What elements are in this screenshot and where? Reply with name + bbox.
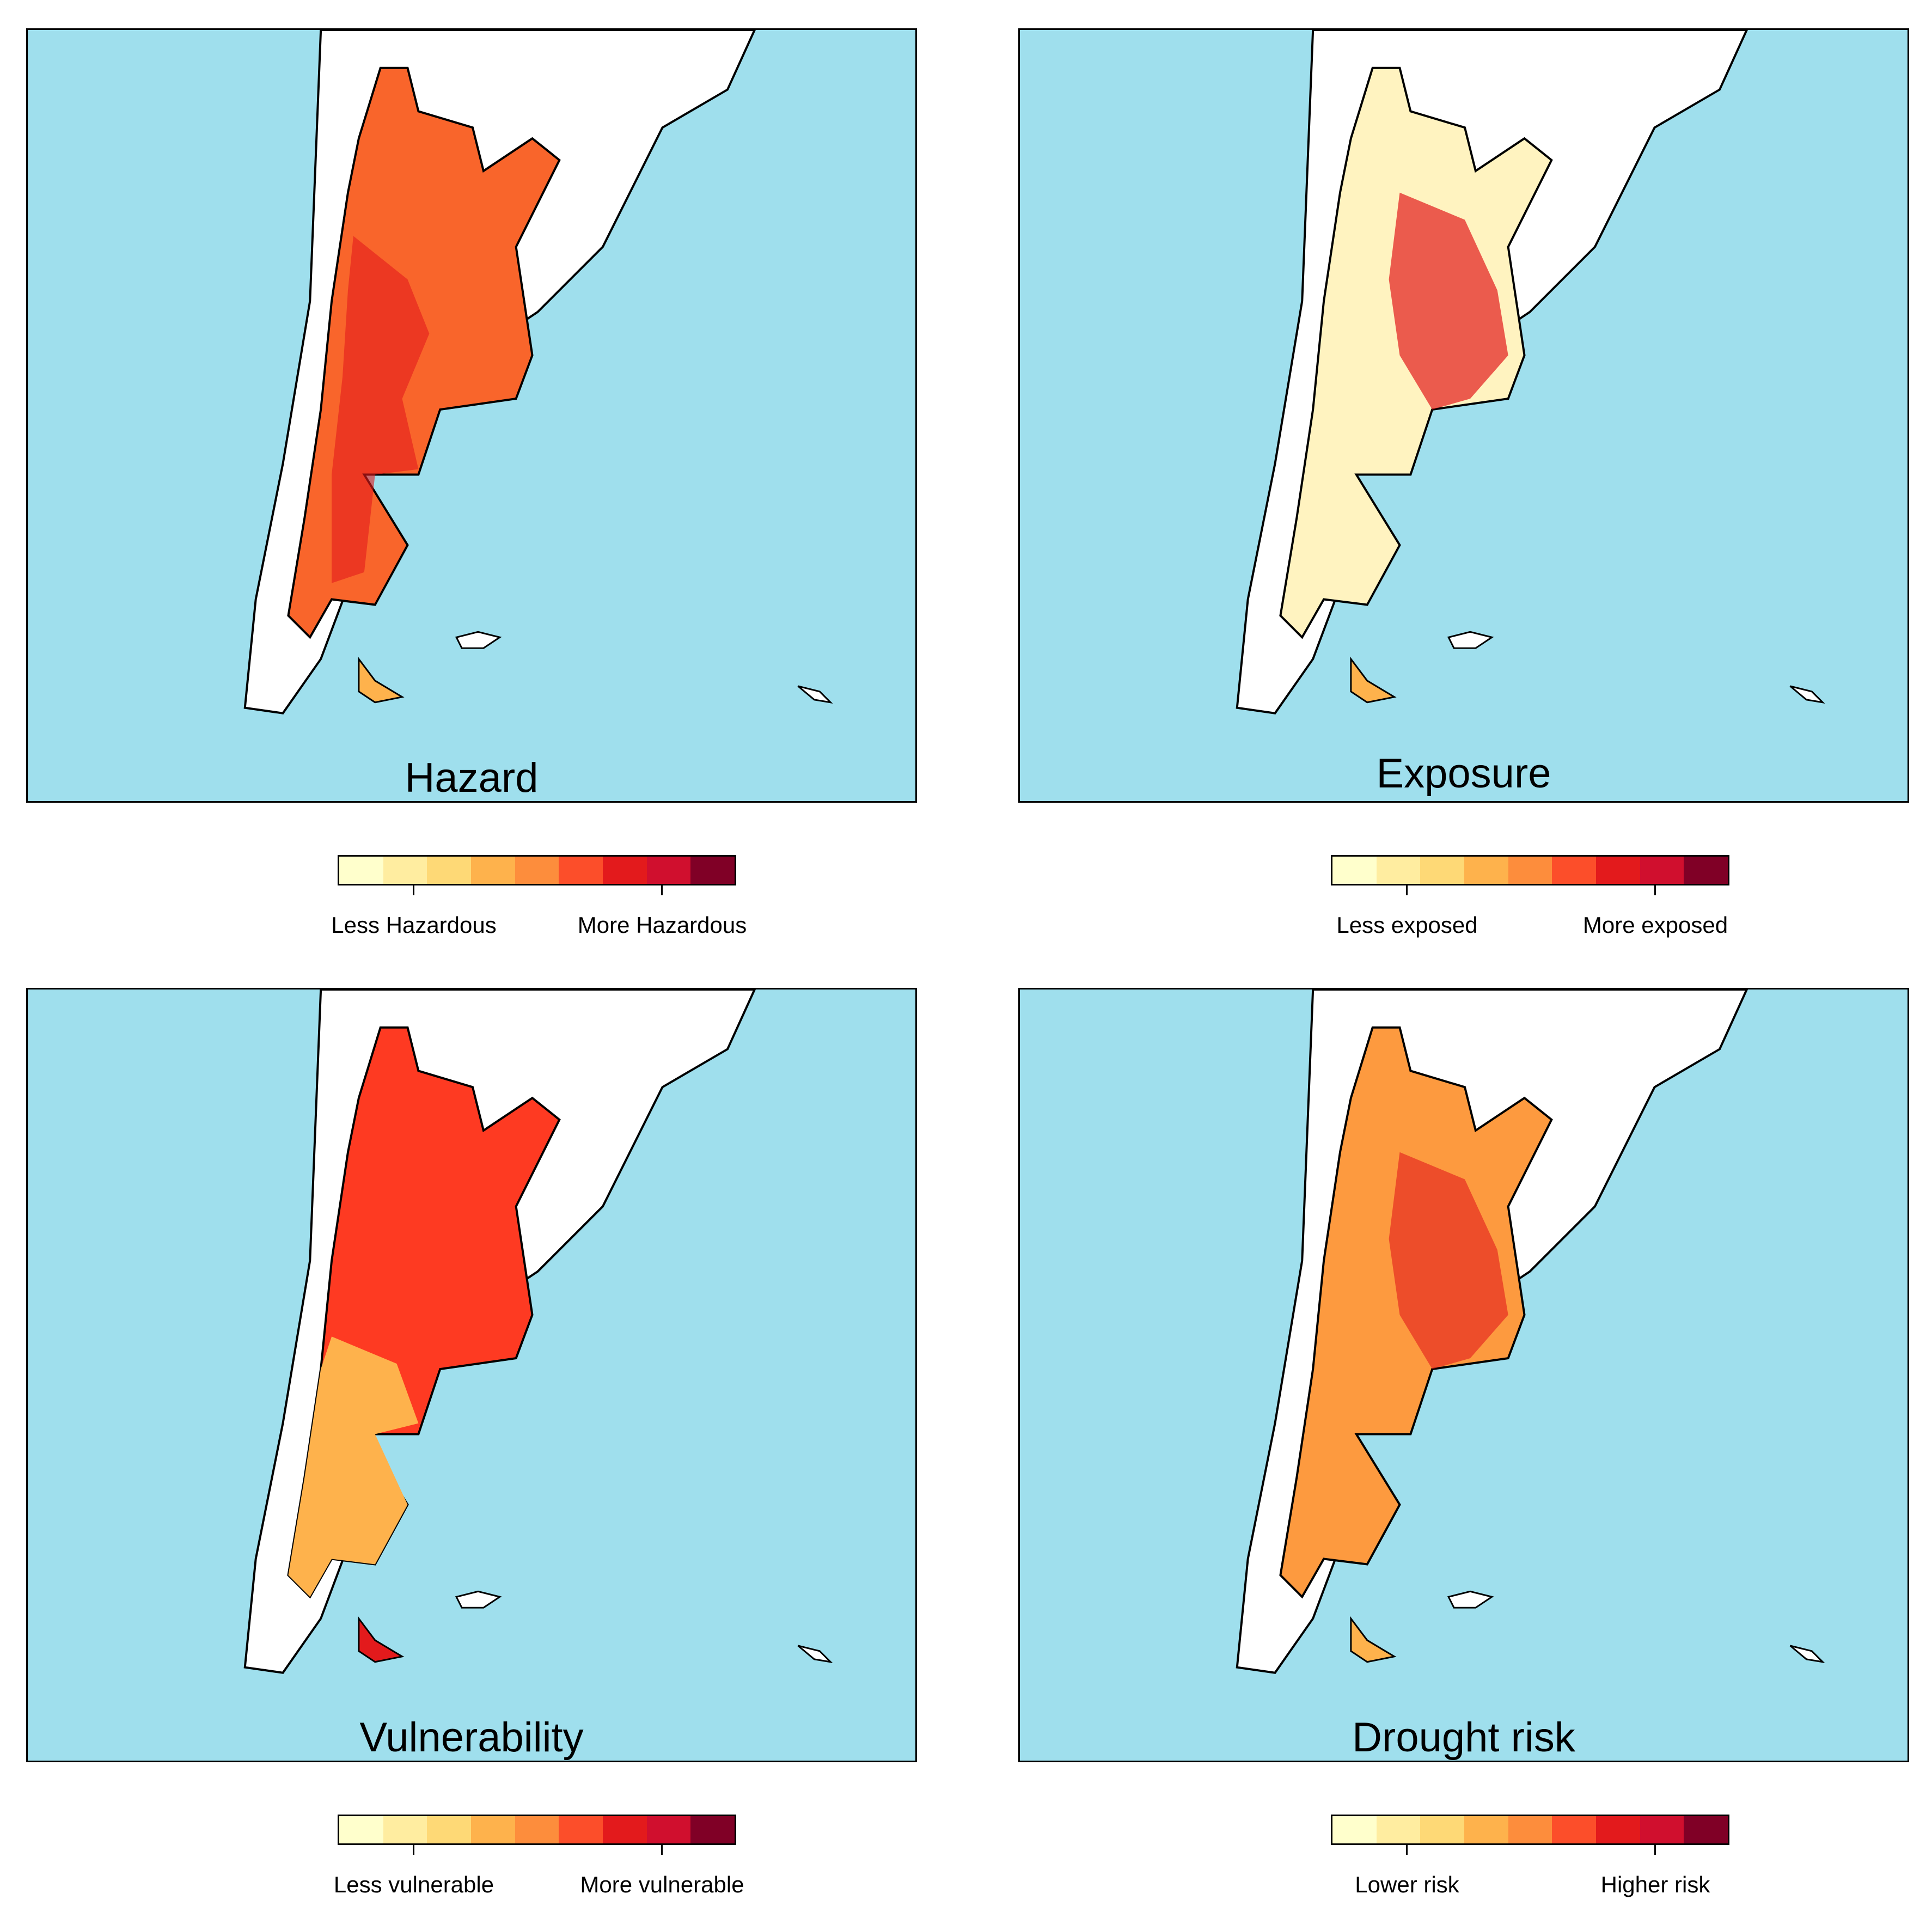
legend-swatch-2 bbox=[383, 1816, 427, 1843]
legend-swatch-5 bbox=[1508, 1816, 1552, 1843]
country-accent bbox=[1389, 1152, 1508, 1370]
legend-swatch-3 bbox=[1420, 1816, 1465, 1843]
tierra-del-fuego bbox=[358, 656, 405, 704]
hazard-map bbox=[243, 30, 833, 714]
country-accent bbox=[332, 236, 430, 583]
legend-tick-high bbox=[661, 885, 663, 895]
legend-swatch-4 bbox=[1464, 857, 1508, 884]
drought-risk-map bbox=[1236, 989, 1825, 1674]
legend-tick-low bbox=[1406, 885, 1408, 895]
legend-swatch-9 bbox=[690, 857, 735, 884]
legend-tick-high bbox=[661, 1845, 663, 1855]
legend-swatch-4 bbox=[471, 1816, 515, 1843]
map-title: Vulnerability bbox=[359, 1714, 584, 1761]
legend-low-label: Less exposed bbox=[1336, 912, 1478, 938]
legend-tick-high bbox=[1654, 1845, 1656, 1855]
legend-swatch-6 bbox=[559, 1816, 603, 1843]
legend-low-label: Less Hazardous bbox=[331, 912, 497, 938]
legend-swatch-1 bbox=[339, 857, 383, 884]
legend-high-label: More vulnerable bbox=[580, 1872, 744, 1897]
legend-swatch-8 bbox=[1640, 1816, 1684, 1843]
legend-low-label: Lower risk bbox=[1355, 1872, 1459, 1897]
falkland-islands bbox=[455, 1590, 502, 1609]
legend-swatch-6 bbox=[1552, 857, 1597, 884]
legend-swatch-1 bbox=[1332, 1816, 1377, 1843]
exposure-map bbox=[1236, 30, 1825, 714]
legend-high-label: More Hazardous bbox=[577, 912, 747, 938]
falkland-islands bbox=[1447, 1590, 1494, 1609]
legend-swatch-5 bbox=[515, 857, 559, 884]
legend-tick-low bbox=[1406, 1845, 1408, 1855]
map-frame: Hazard bbox=[26, 28, 917, 803]
tierra-del-fuego bbox=[1350, 656, 1397, 704]
map-frame: Exposure bbox=[1018, 28, 1909, 803]
legend-swatch-9 bbox=[1684, 1816, 1728, 1843]
legend-swatch-9 bbox=[690, 1816, 735, 1843]
legend-swatch-3 bbox=[427, 1816, 472, 1843]
legend-swatch-7 bbox=[603, 1816, 647, 1843]
south-georgia bbox=[1789, 685, 1825, 704]
legend-tick-high bbox=[1654, 885, 1656, 895]
legend-colorbar bbox=[338, 855, 736, 885]
country-accent bbox=[288, 1336, 419, 1597]
legend-swatch-8 bbox=[646, 857, 691, 884]
falkland-islands bbox=[455, 631, 502, 649]
south-georgia bbox=[1789, 1645, 1825, 1664]
legend-swatch-2 bbox=[1376, 1816, 1421, 1843]
legend-swatch-3 bbox=[1420, 857, 1465, 884]
legend-high-label: Higher risk bbox=[1600, 1872, 1710, 1897]
legend-swatch-2 bbox=[383, 857, 427, 884]
legend-swatch-2 bbox=[1376, 857, 1421, 884]
legend-swatch-9 bbox=[1684, 857, 1728, 884]
legend-low-label: Less vulnerable bbox=[333, 1872, 494, 1897]
falkland-islands bbox=[1447, 631, 1494, 649]
legend-swatch-8 bbox=[646, 1816, 691, 1843]
tierra-del-fuego bbox=[358, 1616, 405, 1663]
country-accent bbox=[1389, 192, 1508, 410]
vulnerability-map bbox=[243, 989, 833, 1674]
south-georgia bbox=[797, 1645, 833, 1664]
legend-swatch-6 bbox=[559, 857, 603, 884]
legend-swatch-4 bbox=[1464, 1816, 1508, 1843]
legend-tick-low bbox=[413, 885, 414, 895]
legend-colorbar bbox=[1331, 855, 1729, 885]
tierra-del-fuego bbox=[1350, 1616, 1397, 1663]
legend-swatch-8 bbox=[1640, 857, 1684, 884]
legend-swatch-4 bbox=[471, 857, 515, 884]
map-title: Drought risk bbox=[1352, 1714, 1575, 1761]
legend-colorbar bbox=[338, 1815, 736, 1845]
legend-swatch-3 bbox=[427, 857, 472, 884]
map-frame: Drought risk bbox=[1018, 988, 1909, 1762]
legend-swatch-7 bbox=[1596, 1816, 1640, 1843]
legend-swatch-1 bbox=[339, 1816, 383, 1843]
legend-swatch-6 bbox=[1552, 1816, 1597, 1843]
legend-swatch-7 bbox=[1596, 857, 1640, 884]
legend-swatch-5 bbox=[515, 1816, 559, 1843]
legend-swatch-7 bbox=[603, 857, 647, 884]
map-title: Hazard bbox=[405, 755, 539, 801]
legend-high-label: More exposed bbox=[1582, 912, 1728, 938]
map-frame: Vulnerability bbox=[26, 988, 917, 1762]
map-title: Exposure bbox=[1376, 750, 1551, 797]
legend-colorbar bbox=[1331, 1815, 1729, 1845]
south-georgia bbox=[797, 685, 833, 704]
legend-swatch-1 bbox=[1332, 857, 1377, 884]
legend-swatch-5 bbox=[1508, 857, 1552, 884]
legend-tick-low bbox=[413, 1845, 414, 1855]
